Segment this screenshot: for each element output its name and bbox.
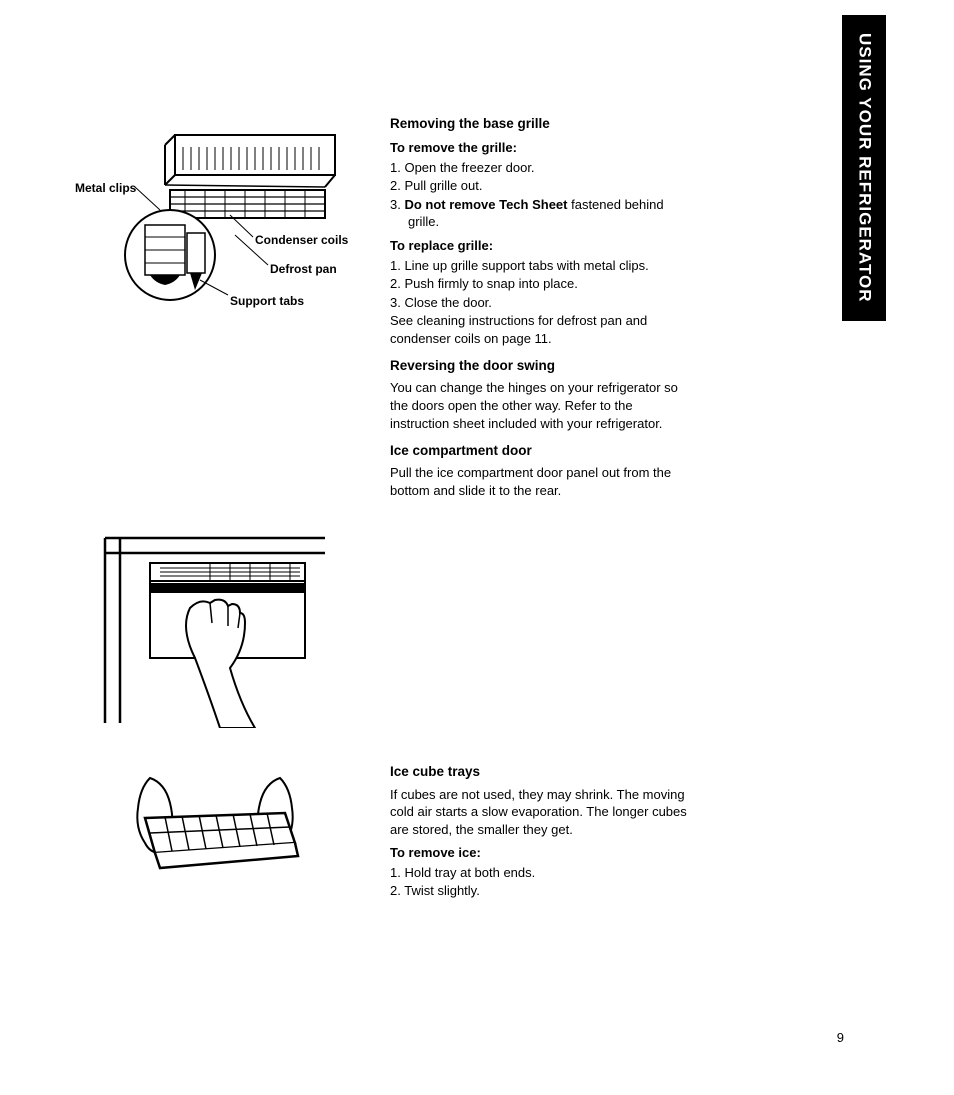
subhead-remove-grille: To remove the grille:: [390, 139, 690, 157]
section-removing-grille: Metal clips Condenser coils Defrost pan …: [50, 115, 904, 503]
figure-base-grille: Metal clips Condenser coils Defrost pan …: [50, 115, 380, 503]
list-item: 1. Open the freezer door.: [390, 159, 690, 177]
body-ice-trays: If cubes are not used, they may shrink. …: [390, 786, 690, 839]
list-remove-ice: 1. Hold tray at both ends. 2. Twist slig…: [390, 864, 690, 900]
section-tab-label: USING YOUR REFRIGERATOR: [853, 33, 876, 303]
fig-label-metal-clips: Metal clips: [75, 180, 136, 196]
list-item: 1. Hold tray at both ends.: [390, 864, 690, 882]
body-ice-door: Pull the ice compartment door panel out …: [390, 464, 690, 499]
page: USING YOUR REFRIGERATOR: [0, 0, 954, 1095]
list-item: 2. Pull grille out.: [390, 177, 690, 195]
section-ice-compartment: [50, 518, 904, 728]
fig-label-condenser: Condenser coils: [255, 232, 348, 248]
list-replace-grille: 1. Line up grille support tabs with meta…: [390, 257, 690, 312]
page-number: 9: [837, 1029, 844, 1047]
list-item: 2. Twist slightly.: [390, 882, 690, 900]
list-remove-grille: 1. Open the freezer door. 2. Pull grille…: [390, 159, 690, 231]
heading-ice-door: Ice compartment door: [390, 442, 690, 460]
fig-label-defrost: Defrost pan: [270, 261, 337, 277]
heading-removing-grille: Removing the base grille: [390, 115, 690, 133]
heading-ice-trays: Ice cube trays: [390, 763, 690, 781]
list-item: 3. Close the door.: [390, 294, 690, 312]
list-item: 2. Push firmly to snap into place.: [390, 275, 690, 293]
section-tab: USING YOUR REFRIGERATOR: [842, 15, 886, 321]
body-reversing: You can change the hinges on your refrig…: [390, 379, 690, 432]
heading-reversing: Reversing the door swing: [390, 357, 690, 375]
subhead-remove-ice: To remove ice:: [390, 844, 690, 862]
figure-ice-door: [50, 518, 380, 728]
note-cleaning: See cleaning instructions for defrost pa…: [390, 312, 690, 347]
fig-label-support: Support tabs: [230, 293, 304, 309]
list-item: 1. Line up grille support tabs with meta…: [390, 257, 690, 275]
figure-ice-tray: [50, 763, 380, 903]
list-item: 3. Do not remove Tech Sheet fastened beh…: [390, 196, 690, 231]
subhead-replace-grille: To replace grille:: [390, 237, 690, 255]
section-ice-trays: Ice cube trays If cubes are not used, th…: [50, 763, 904, 903]
